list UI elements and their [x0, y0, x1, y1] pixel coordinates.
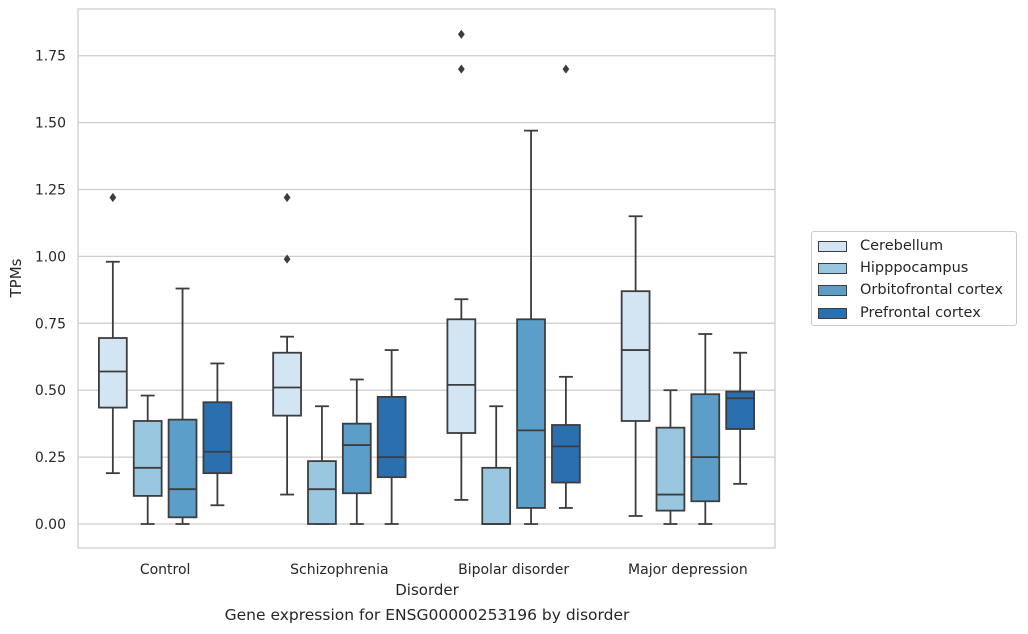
box-plot-box [551, 64, 581, 509]
box-plot-box [620, 215, 651, 517]
x-tick-label: Schizophrenia [290, 562, 388, 578]
iqr-box [272, 351, 302, 417]
x-tick-label: Bipolar disorder [458, 562, 569, 578]
iqr-box [341, 422, 372, 495]
outlier-point [562, 64, 570, 74]
y-tick-label: 1.50 [35, 116, 66, 132]
y-tick-label: 0.75 [35, 316, 66, 332]
box-plot-box [202, 362, 233, 507]
legend-item-orbitofrontal-cortex: Orbitofrontal cortex [818, 279, 1003, 301]
legend-label: Prefrontal cortex [860, 305, 981, 321]
legend-label: Cerebellum [860, 238, 944, 254]
box-plot-box [690, 333, 721, 525]
box-plot-box [272, 192, 302, 496]
x-tick-labels: Control Schizophrenia Bipolar disorder Majo… [140, 562, 748, 578]
box-plot-box [725, 351, 755, 485]
box-plot-box [98, 192, 128, 475]
y-tick-label: 1.75 [35, 49, 66, 65]
iqr-box [307, 460, 337, 525]
iqr-box [446, 318, 477, 434]
y-tick-label: 1.25 [35, 183, 66, 199]
box-plot-box [481, 405, 512, 525]
box-plot-box [167, 287, 198, 525]
legend-swatch [818, 284, 847, 296]
iqr-box [98, 337, 128, 409]
iqr-box [481, 466, 512, 525]
y-tick-labels: 0.00 0.25 0.50 0.75 1.00 1.25 1.50 1.75 [35, 49, 66, 533]
outlier-point [457, 64, 465, 74]
y-tick-label: 1.00 [35, 249, 66, 265]
outlier-point [283, 192, 291, 203]
legend: Cerebellum Hipppocampus Orbitofrontal co… [811, 231, 1017, 326]
box-plot-box [341, 378, 372, 525]
iqr-box [202, 401, 233, 475]
box-plot-boxes [98, 29, 755, 525]
x-axis-label: Disorder [395, 581, 459, 599]
box-plot-box [446, 29, 477, 501]
box-plot-box [307, 405, 337, 525]
legend-swatch [818, 262, 847, 274]
box-plot-box [655, 389, 686, 525]
chart-caption: Gene expression for ENSG00000253196 by d… [224, 606, 630, 624]
outlier-point [109, 192, 117, 203]
x-tick-label: Control [140, 562, 191, 578]
legend-label: Orbitofrontal cortex [860, 282, 1003, 298]
iqr-box [376, 395, 407, 479]
y-tick-label: 0.25 [35, 450, 66, 466]
plot-frame [77, 8, 776, 549]
x-tick-label: Major depression [628, 562, 748, 578]
legend-label: Hipppocampus [860, 260, 969, 276]
iqr-box [551, 424, 581, 484]
legend-item-prefrontal-cortex: Prefrontal cortex [818, 302, 981, 324]
legend-swatch [818, 240, 847, 252]
iqr-box [167, 418, 198, 519]
iqr-box [516, 318, 546, 509]
iqr-box [655, 426, 686, 512]
legend-item-hippocampus: Hipppocampus [818, 257, 968, 279]
box-plot-box [376, 349, 407, 525]
y-tick-label: 0.00 [35, 517, 66, 533]
outlier-point [283, 254, 291, 264]
iqr-box [690, 393, 721, 503]
outlier-point [457, 29, 465, 39]
iqr-box [132, 420, 163, 497]
iqr-box [725, 390, 755, 430]
box-plot-box [516, 129, 546, 525]
y-axis-label: TPMs [7, 258, 25, 298]
box-plot-box [132, 394, 163, 525]
legend-swatch [818, 307, 847, 319]
iqr-box [620, 290, 651, 422]
y-tick-label: 0.50 [35, 383, 66, 399]
legend-item-cerebellum: Cerebellum [818, 235, 943, 257]
